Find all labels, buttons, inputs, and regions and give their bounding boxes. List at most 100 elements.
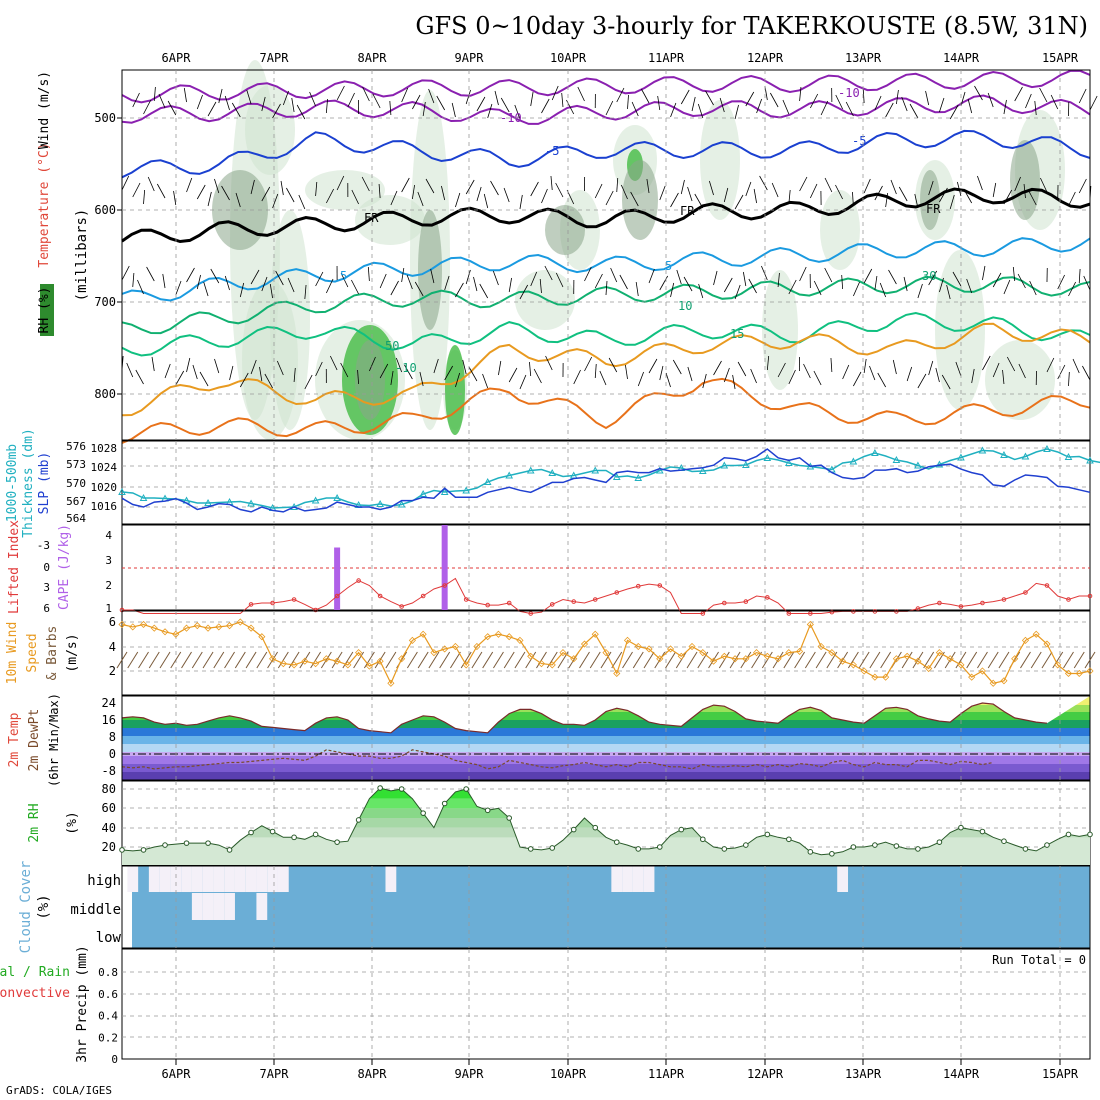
wind-speed-point	[161, 628, 169, 636]
wind-barb	[610, 267, 618, 283]
wind-barb	[121, 265, 130, 281]
wind-barb	[917, 283, 923, 299]
wind-barb	[203, 281, 209, 297]
cloud-frame	[121, 865, 1091, 949]
rh-mid-shading	[622, 160, 658, 240]
wind-barb	[406, 651, 418, 669]
wind-speed-point	[398, 655, 406, 663]
rh-band	[359, 808, 510, 818]
lifted-index-point	[743, 599, 749, 604]
wind-speed-point	[796, 647, 804, 655]
wind-barb	[162, 273, 166, 289]
thickness-point	[462, 486, 471, 494]
rh-band	[364, 798, 499, 809]
rh2m-unit-label: (%)	[65, 811, 80, 834]
wind-speed-point	[312, 660, 320, 668]
wind-speed-point	[688, 642, 696, 651]
wind-barb	[619, 274, 628, 290]
lifted-index-point	[722, 600, 727, 606]
thickness-point	[741, 460, 750, 468]
thickness-point	[548, 468, 557, 476]
wind-barb	[132, 272, 135, 288]
wind-speed-point	[839, 657, 847, 665]
wind-barb	[207, 101, 217, 117]
wind-speed-point	[344, 661, 352, 669]
upper-tick-label: 700	[94, 295, 116, 309]
wind-barb	[783, 651, 795, 669]
lifted-index-point	[313, 607, 318, 613]
lifted-index-point	[1023, 590, 1028, 595]
wind-barb	[955, 361, 962, 377]
thickness-point	[139, 493, 148, 501]
li-tick-label: 6	[43, 602, 50, 615]
wind-speed-point	[699, 649, 707, 657]
temp-color-band	[122, 712, 1090, 720]
cape-axis-label: CAPE (J/kg)	[57, 524, 72, 610]
lifted-index-point	[700, 611, 706, 616]
wind-barb	[287, 277, 295, 293]
rh-point	[549, 845, 556, 851]
wind-barb	[325, 278, 334, 294]
wind-barb	[1057, 364, 1066, 380]
wind-barb	[487, 103, 493, 119]
wind-barb	[239, 372, 249, 388]
wind-speed-point	[548, 661, 556, 669]
wind-barb	[293, 367, 296, 383]
wind-barb	[508, 277, 512, 293]
wind-barb	[723, 367, 730, 383]
wind-barb	[788, 189, 791, 205]
cloud-high-block	[127, 866, 139, 892]
wind-speed-point	[193, 622, 201, 630]
wind-barb	[944, 651, 956, 669]
slp-axis-label: SLP (mb)	[37, 452, 52, 515]
rh2m-axis-label: 2m RH	[27, 803, 42, 842]
wind-barb	[632, 651, 644, 669]
date-label-top: 15APR	[1042, 51, 1079, 65]
lifted-index-line	[122, 577, 1090, 615]
upper-frame	[121, 69, 1091, 441]
wind-barb	[309, 91, 316, 107]
wind-barb	[753, 188, 757, 204]
wind-barb	[422, 101, 426, 117]
date-label-bottom: 6APR	[162, 1067, 192, 1081]
wind-speed-point	[139, 620, 148, 629]
wind-speed-point	[516, 636, 524, 644]
temp-color-band	[122, 756, 1090, 764]
wind-barb	[912, 651, 924, 669]
rh-mid-shading	[212, 170, 268, 250]
cloud-high-block	[267, 866, 278, 892]
wind-barb	[479, 283, 489, 299]
wind-barb	[1050, 94, 1059, 110]
thickness-point	[247, 499, 255, 507]
wind-barb	[444, 275, 450, 291]
wind-barb	[282, 90, 289, 106]
wind-barb	[143, 189, 146, 205]
wind-barb	[299, 651, 311, 669]
precip-panel: 0.8 0.6 0.4 0.2 0	[98, 948, 1091, 1066]
lifted-index-point	[442, 583, 447, 588]
wind-barb	[777, 272, 780, 288]
thick-frame	[121, 440, 1091, 525]
wind-speed-point	[236, 618, 244, 626]
wind-barb	[698, 283, 704, 299]
wind-barb	[1014, 176, 1021, 192]
wind-barb	[809, 183, 818, 199]
wind-barb	[643, 651, 655, 669]
wind-barb	[186, 357, 191, 373]
wind-barb	[231, 102, 241, 118]
wind-barb	[909, 103, 919, 119]
li-tick-label: -3	[37, 539, 50, 552]
thickness-point	[591, 466, 600, 474]
wind-barb	[395, 357, 403, 373]
wind-barb	[723, 187, 729, 203]
wind-barb	[191, 651, 203, 669]
wind-barb	[670, 282, 675, 298]
wind-speed-point	[817, 642, 825, 651]
rh-point	[269, 828, 276, 835]
wind-barb	[863, 178, 871, 194]
wind-barb	[815, 651, 827, 669]
wind-speed-point	[419, 630, 427, 638]
thickness-point	[892, 455, 901, 463]
wind-barb	[734, 104, 739, 120]
wind-axis-label: Wind (m/s)	[37, 71, 52, 149]
